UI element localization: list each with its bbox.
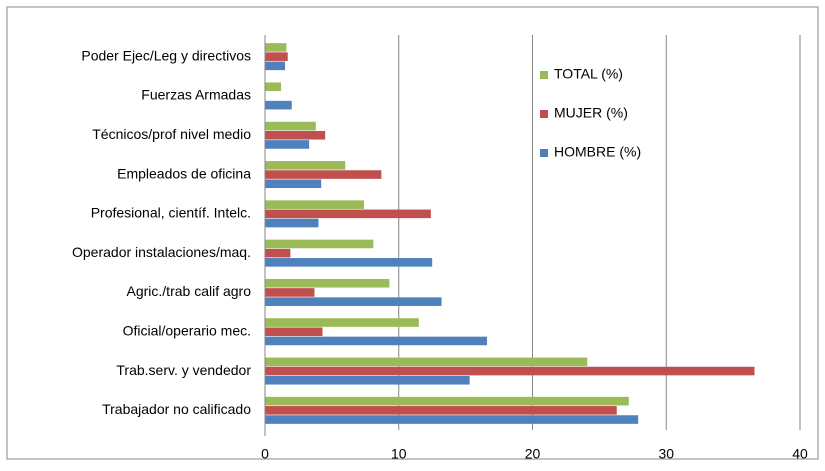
bar	[265, 258, 433, 267]
bar	[265, 415, 639, 424]
bar	[265, 406, 617, 415]
bar	[265, 366, 755, 376]
bar	[265, 43, 287, 52]
legend-swatch	[540, 149, 548, 157]
bar	[265, 121, 316, 131]
bar	[265, 297, 442, 306]
y-tick-label: Profesional, científ. Intelc.	[91, 205, 251, 221]
y-tick-label: Empleados de oficina	[117, 165, 251, 181]
bar	[265, 288, 315, 297]
bar	[265, 179, 322, 189]
bar	[265, 248, 291, 258]
bar	[265, 357, 588, 367]
bar	[265, 161, 346, 170]
bar	[265, 61, 286, 71]
y-tick-label: Operador instalaciones/maq.	[72, 244, 251, 260]
y-tick-label: Técnicos/prof nivel medio	[92, 126, 251, 142]
bar	[265, 239, 374, 249]
legend-swatch	[540, 71, 548, 79]
bar	[265, 396, 629, 406]
legend-label: TOTAL (%)	[554, 66, 623, 82]
bar	[265, 209, 431, 219]
y-tick-label: Trab.serv. y vendedor	[116, 362, 251, 378]
y-tick-label: Oficial/operario mec.	[123, 322, 251, 338]
x-tick-label: 20	[525, 446, 541, 462]
bar	[265, 278, 390, 288]
x-tick-label: 30	[658, 446, 674, 462]
bar	[265, 318, 419, 327]
bar	[265, 52, 288, 61]
bar	[265, 327, 323, 337]
legend-swatch	[540, 110, 548, 118]
y-tick-label: Poder Ejec/Leg y directivos	[81, 47, 251, 63]
bar	[265, 170, 382, 179]
bar	[265, 130, 326, 140]
bar	[265, 375, 470, 385]
y-tick-label: Trabajador no calificado	[102, 401, 251, 417]
y-tick-label: Fuerzas Armadas	[141, 87, 251, 103]
y-tick-label: Agric./trab calif agro	[127, 283, 252, 299]
x-tick-label: 10	[391, 446, 407, 462]
legend-label: HOMBRE (%)	[554, 144, 641, 160]
bar	[265, 100, 292, 110]
chart-frame	[6, 6, 819, 460]
bar	[265, 218, 319, 228]
legend-label: MUJER (%)	[554, 105, 628, 121]
bar	[265, 336, 488, 346]
x-tick-label: 0	[261, 446, 269, 462]
bar	[265, 140, 310, 149]
bar	[265, 82, 282, 92]
x-tick-label: 40	[792, 446, 808, 462]
bar	[265, 200, 364, 209]
